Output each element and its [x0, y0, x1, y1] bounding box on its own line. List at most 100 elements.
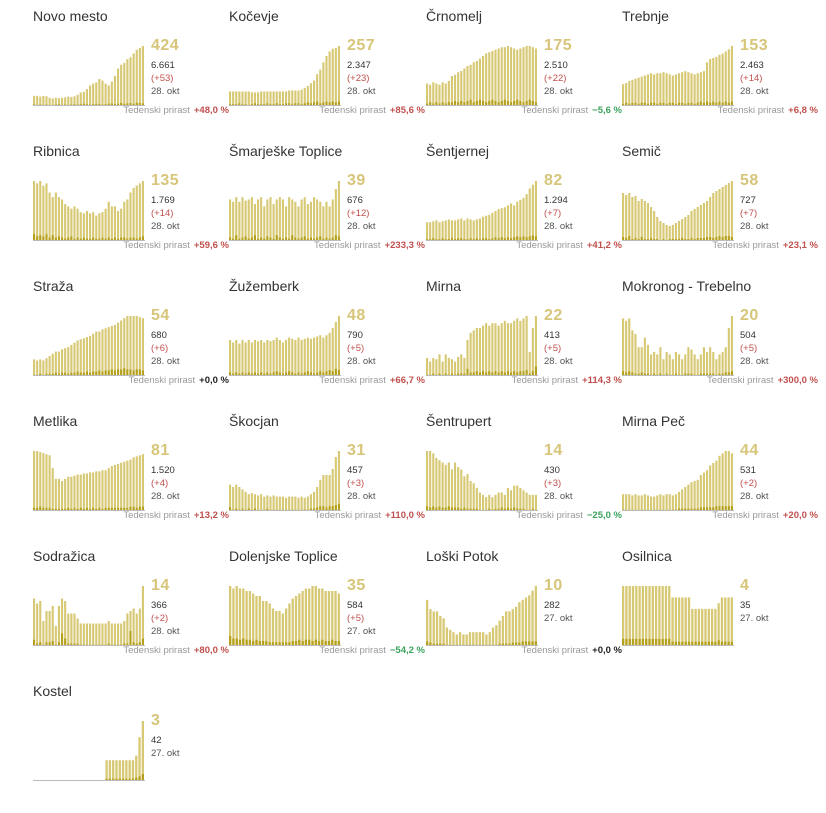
active-bar — [485, 634, 488, 646]
active-bar — [33, 451, 36, 511]
bar-plot — [426, 451, 538, 511]
daily-bar — [727, 372, 730, 376]
daily-bar — [255, 639, 258, 646]
active-bar — [488, 494, 491, 511]
daily-bar — [229, 237, 232, 241]
active-bar — [534, 586, 537, 646]
daily-bar — [531, 371, 534, 376]
active-bar — [447, 219, 450, 241]
daily-bar — [531, 235, 534, 241]
active-bar — [522, 197, 525, 241]
daily-bar — [435, 102, 438, 106]
daily-bar — [39, 235, 42, 241]
active-bar — [674, 352, 677, 376]
active-bar — [678, 354, 681, 376]
daily-bar — [61, 508, 64, 511]
daily-bar — [263, 373, 266, 376]
active-bar — [681, 219, 684, 241]
daily-bar — [126, 238, 129, 241]
daily-bar — [70, 236, 73, 241]
daily-increase: (+6) — [151, 343, 169, 354]
daily-bar — [664, 638, 668, 646]
active-bar — [316, 74, 319, 106]
active-bar — [129, 459, 132, 511]
daily-bar — [450, 507, 453, 511]
active-bar — [281, 342, 284, 376]
active-bar — [61, 199, 64, 241]
active-bar — [51, 468, 54, 511]
daily-bar — [727, 102, 730, 106]
active-bar — [426, 599, 429, 646]
weekly-growth: Tedenski prirast +0,0 % — [522, 645, 622, 656]
active-bar — [48, 192, 51, 241]
daily-bar — [671, 102, 674, 106]
daily-bar — [625, 372, 628, 376]
active-bar — [466, 340, 469, 376]
bar-plot — [622, 451, 734, 511]
active-bar — [531, 494, 534, 511]
daily-bar — [653, 373, 656, 376]
active-bar — [309, 83, 312, 106]
bar-plot — [33, 181, 145, 241]
daily-bar — [123, 103, 126, 106]
daily-bar — [89, 508, 92, 511]
total-cases: 457 — [347, 465, 363, 476]
daily-bar — [337, 641, 340, 646]
active-bar — [70, 344, 73, 376]
daily-bar — [704, 641, 707, 646]
total-cases: 42 — [151, 735, 162, 746]
active-bar — [671, 359, 674, 376]
active-bar — [442, 618, 445, 646]
active-bar — [300, 340, 303, 376]
bar-plot — [229, 451, 341, 511]
daily-bar — [257, 238, 260, 241]
active-bar — [429, 361, 432, 376]
active-bar — [141, 318, 144, 376]
active-bar — [235, 197, 238, 241]
active-bar — [438, 84, 441, 106]
active-bar — [706, 470, 709, 511]
daily-bar — [48, 507, 51, 511]
daily-bar — [253, 103, 256, 106]
daily-bar — [309, 508, 312, 511]
daily-bar — [488, 101, 491, 106]
active-bar — [634, 334, 637, 376]
active-bar — [138, 183, 141, 241]
active-bar — [622, 586, 625, 646]
active-bar — [488, 52, 491, 106]
active-bar — [432, 82, 435, 106]
daily-bar — [245, 639, 248, 646]
active-bar — [42, 185, 45, 241]
active-bar — [631, 197, 634, 241]
active-bar — [531, 590, 534, 646]
daily-bar — [132, 370, 135, 376]
active-bar — [519, 199, 522, 241]
chart-mirna: Mirna 22 413 (+5) 28. okt Tedenski prirast +11… — [426, 278, 622, 408]
active-bar — [665, 494, 668, 511]
daily-bar — [696, 102, 699, 106]
daily-bar — [429, 507, 432, 511]
active-bar — [316, 199, 319, 241]
active-bar — [108, 760, 112, 781]
weekly-growth-value: +20,0 % — [782, 510, 818, 521]
active-bar — [457, 72, 460, 106]
bar-plot — [622, 586, 734, 646]
daily-bar — [319, 506, 322, 511]
daily-bar — [104, 507, 107, 511]
daily-bar — [674, 641, 677, 646]
daily-bar — [432, 238, 435, 241]
daily-bar — [275, 371, 278, 376]
daily-bar — [637, 373, 640, 376]
active-bar — [690, 73, 693, 106]
daily-bar — [709, 102, 712, 106]
daily-bar — [265, 641, 268, 646]
daily-bar — [275, 235, 278, 241]
daily-bar — [128, 778, 131, 781]
active-bar — [337, 46, 340, 106]
active-bar — [98, 471, 101, 511]
active-bar — [70, 97, 73, 106]
active-bar — [653, 211, 656, 241]
weekly-growth: Tedenski prirast +80,0 % — [123, 645, 229, 656]
daily-bar — [98, 238, 101, 241]
total-cases: 6.661 — [151, 60, 175, 71]
